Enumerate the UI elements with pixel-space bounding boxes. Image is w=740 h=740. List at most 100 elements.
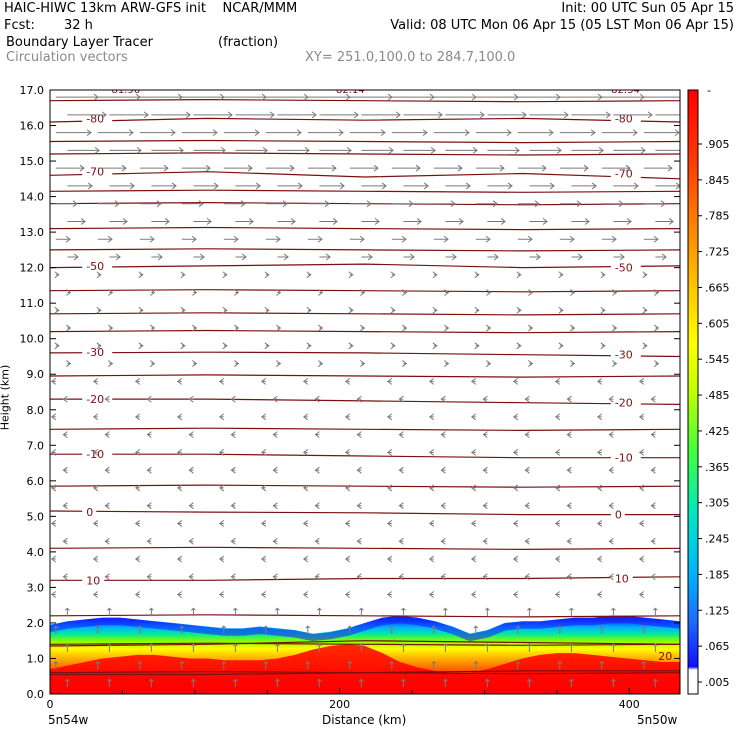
x-axis-label: Distance (km) [322,713,407,727]
circulation-vector [302,413,309,421]
colorbar-label: .545 [705,353,730,366]
contour-label: -50 [615,262,633,275]
circulation-vector [601,235,617,243]
y-tick-label: 10.0 [20,333,45,346]
circulation-vector [433,129,470,137]
circulation-vector [54,306,60,314]
circulation-vector [176,413,183,421]
circulation-vector [55,164,85,172]
circulation-vector [599,625,605,635]
circulation-vector [223,164,253,172]
circulation-vector [638,555,645,563]
circulation-vector [512,555,519,563]
circulation-vector [487,147,520,154]
temperature-contour [50,642,680,646]
circulation-vector [67,253,79,261]
circulation-vector [260,484,267,492]
circulation-vector [176,484,183,492]
circulation-vector [314,573,320,581]
circulation-vector [265,235,281,243]
circulation-vector [650,502,656,510]
circulation-vector [62,395,68,403]
circulation-vector [92,449,99,456]
circulation-vector [608,502,614,510]
circulation-vector [193,111,233,119]
circulation-vector [654,324,660,332]
colorbar-label: .005 [705,676,730,689]
circulation-vector [218,413,225,421]
circulation-vector [108,360,114,367]
circulation-vector [319,147,352,154]
y-tick-label: 6.0 [27,475,45,488]
contour-label-bg [610,396,641,409]
circulation-vector [356,502,362,510]
circulation-vector [66,289,72,296]
circulation-vector [356,395,362,403]
circulation-vector [428,377,435,385]
forecast-hours: 32 h [64,18,93,33]
circulation-vector [475,200,498,208]
circulation-vector [559,200,582,208]
circulation-vector [566,395,572,403]
circulation-vector [181,164,211,172]
circulation-vector [151,111,191,119]
circulation-vector [66,324,72,332]
circulation-vector [512,591,519,598]
circulation-vector [569,678,574,688]
circulation-vector [524,573,530,581]
colorbar-label: .485 [705,389,730,402]
circulation-vector [398,502,404,510]
circulation-vector [230,502,236,510]
circulation-vector [109,111,149,119]
circulation-vector [403,218,422,225]
circulation-vector [277,253,289,261]
circulation-vector [524,395,530,403]
circulation-vector [344,520,351,527]
circulation-vector [642,271,648,279]
circulation-vector [475,93,519,101]
circulation-vector [62,502,68,510]
circulation-vector [638,520,645,527]
circulation-vector [391,200,414,208]
circulation-vector [612,360,618,367]
circulation-vector [386,555,393,563]
circulation-vector [517,93,561,101]
circulation-vector [566,537,572,545]
x-axis-start-location: 5n54w [48,713,89,727]
circulation-vector [529,253,541,261]
circulation-vector [276,289,282,296]
circulation-vector [97,164,127,172]
circulation-vector [104,431,110,439]
circulation-vector [318,289,324,296]
circulation-vector [389,660,395,670]
circulation-vector [191,607,196,617]
temperature-contour [50,152,680,156]
temperature-contour [50,640,680,647]
circulation-vector [512,377,519,385]
circulation-vector [487,111,527,119]
circulation-vector [151,218,170,225]
circulation-vector [348,271,354,279]
circulation-vector [150,360,156,367]
circulation-vector [433,164,463,172]
circulation-vector [272,502,278,510]
circulation-vector [566,466,572,474]
circulation-vector [643,200,666,208]
circulation-vector [188,466,194,474]
temperature-contour--10 [50,453,680,459]
circulation-vector [176,520,183,527]
contour-label: 0 [86,506,93,519]
circulation-vector [390,342,396,350]
circulation-vector [566,431,572,439]
circulation-vector [176,591,183,598]
circulation-vector [391,129,428,137]
circulation-vector [601,200,624,208]
circulation-vector [260,520,267,527]
circulation-vector [655,218,674,225]
y-tick-label: 15.0 [20,155,45,168]
circulation-vector [527,607,532,617]
circulation-vector [517,235,533,243]
circulation-vector [474,306,480,314]
circulation-vector [655,253,667,261]
circulation-vector [391,164,421,172]
